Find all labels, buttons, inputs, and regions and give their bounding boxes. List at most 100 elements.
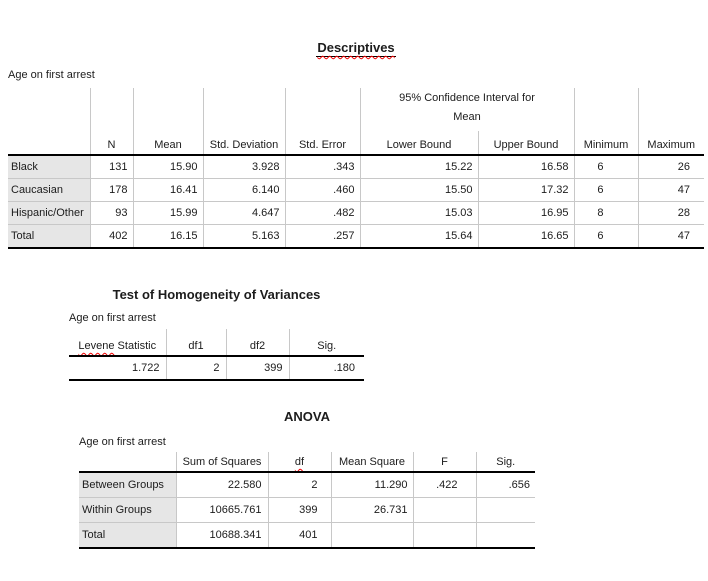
col-header-f: F: [412, 452, 476, 473]
table-cell: 2: [165, 356, 226, 381]
table-row-hispanic-other: Hispanic/Other 93 15.99 4.647 .482 15.03…: [8, 201, 704, 225]
table-cell: .656: [475, 472, 535, 498]
col-header-std-error: Std. Error: [284, 131, 360, 156]
spacer-cell: [284, 88, 360, 131]
table-cell: 15.90: [132, 155, 203, 179]
table-cell: 15.64: [359, 224, 478, 249]
stub-header-cell: [79, 452, 176, 473]
col-header-maximum: Maximum: [637, 131, 704, 156]
col-header-mean-square: Mean Square: [330, 452, 413, 473]
table-cell: 16.95: [477, 201, 574, 225]
table-cell: 178: [89, 178, 133, 202]
descriptives-caption: Age on first arrest: [8, 69, 95, 81]
table-cell: .422: [412, 472, 476, 498]
table-cell: 10665.761: [175, 497, 268, 523]
table-cell: 6: [573, 155, 638, 179]
stub-header-cell: [8, 131, 90, 156]
table-cell: .180: [288, 356, 364, 381]
col-header-df1: df1: [165, 329, 226, 357]
table-cell: [475, 497, 535, 523]
homogeneity-caption: Age on first arrest: [69, 312, 156, 324]
homogeneity-title: Test of Homogeneity of Variances: [112, 287, 321, 302]
table-cell: 15.50: [359, 178, 478, 202]
table-row-caucasian: Caucasian 178 16.41 6.140 .460 15.50 17.…: [8, 178, 704, 202]
homogeneity-header-row: Levene Statistic df1 df2 Sig.: [69, 329, 364, 357]
row-label: Within Groups: [79, 497, 176, 523]
stub-header-cell: [8, 88, 90, 131]
col-header-sig: Sig.: [288, 329, 364, 357]
ci-header-line2: Mean: [453, 111, 481, 123]
row-label: Caucasian: [8, 178, 90, 202]
anova-table[interactable]: Sum of Squares df Mean Square F Sig. Bet…: [79, 452, 535, 549]
anova-header-row: Sum of Squares df Mean Square F Sig.: [79, 452, 535, 473]
table-cell: 8: [573, 201, 638, 225]
table-cell: 26: [637, 155, 704, 179]
row-label: Between Groups: [79, 472, 176, 498]
descriptives-title-text: Descriptives: [317, 40, 395, 55]
anova-title: ANOVA: [284, 409, 330, 424]
descriptives-table[interactable]: 95% Confidence Interval for Mean N Mean …: [8, 88, 704, 249]
table-cell: 22.580: [175, 472, 268, 498]
descriptives-title: Descriptives: [8, 40, 704, 57]
spacer-cell: [202, 88, 285, 131]
df-word: df: [294, 456, 305, 468]
table-row-within-groups: Within Groups 10665.761 399 26.731: [79, 497, 535, 523]
table-cell: 3.928: [202, 155, 285, 179]
col-header-sum-of-squares: Sum of Squares: [175, 452, 268, 473]
table-cell: 93: [89, 201, 133, 225]
table-cell: 402: [89, 224, 133, 249]
levene-word: Levene: [78, 340, 115, 352]
table-cell: [412, 522, 476, 549]
col-header-upper-bound: Upper Bound: [477, 131, 574, 156]
ci-merged-header: 95% Confidence Interval for Mean: [359, 88, 574, 131]
title-underline: Descriptives: [316, 40, 396, 57]
table-cell: .460: [284, 178, 360, 202]
table-cell: .343: [284, 155, 360, 179]
table-cell: 6: [573, 178, 638, 202]
table-cell: 6.140: [202, 178, 285, 202]
col-header-mean: Mean: [132, 131, 203, 156]
table-cell: 5.163: [202, 224, 285, 249]
table-cell: 2: [267, 472, 331, 498]
table-cell: 16.41: [132, 178, 203, 202]
table-cell: [412, 497, 476, 523]
table-cell: 17.32: [477, 178, 574, 202]
col-header-sig: Sig.: [475, 452, 535, 473]
spacer-cell: [573, 88, 638, 131]
table-cell: [475, 522, 535, 549]
col-header-std-deviation: Std. Deviation: [202, 131, 285, 156]
col-header-df2: df2: [225, 329, 289, 357]
descriptives-merged-header-row: 95% Confidence Interval for Mean: [8, 88, 704, 131]
table-cell: 401: [267, 522, 331, 549]
anova-caption: Age on first arrest: [79, 436, 166, 448]
table-row-total: Total 402 16.15 5.163 .257 15.64 16.65 6…: [8, 224, 704, 249]
table-cell: .482: [284, 201, 360, 225]
spacer-cell: [132, 88, 203, 131]
table-cell: 26.731: [330, 497, 413, 523]
table-cell: 10688.341: [175, 522, 268, 549]
table-cell: 131: [89, 155, 133, 179]
statistic-word: Statistic: [114, 340, 157, 352]
table-cell: 15.99: [132, 201, 203, 225]
table-row-black: Black 131 15.90 3.928 .343 15.22 16.58 6…: [8, 155, 704, 179]
row-label: Total: [79, 522, 176, 549]
table-cell: 1.722: [69, 356, 166, 381]
homogeneity-table[interactable]: Levene Statistic df1 df2 Sig. 1.722 2 39…: [69, 329, 364, 381]
row-label: Hispanic/Other: [8, 201, 90, 225]
homogeneity-section: Test of Homogeneity of Variances Age on …: [69, 287, 364, 381]
table-cell: 16.65: [477, 224, 574, 249]
table-cell: 399: [267, 497, 331, 523]
table-cell: 11.290: [330, 472, 413, 498]
col-header-lower-bound: Lower Bound: [359, 131, 478, 156]
ci-header-line1: 95% Confidence Interval for: [399, 92, 535, 104]
table-cell: 15.22: [359, 155, 478, 179]
col-header-n: N: [89, 131, 133, 156]
anova-section: ANOVA Age on first arrest Sum of Squares…: [79, 409, 535, 549]
col-header-levene-statistic: Levene Statistic: [69, 329, 166, 357]
col-header-minimum: Minimum: [573, 131, 638, 156]
table-cell: 47: [637, 178, 704, 202]
descriptives-column-header-row: N Mean Std. Deviation Std. Error Lower B…: [8, 131, 704, 156]
table-cell: .257: [284, 224, 360, 249]
col-header-df: df: [267, 452, 331, 473]
